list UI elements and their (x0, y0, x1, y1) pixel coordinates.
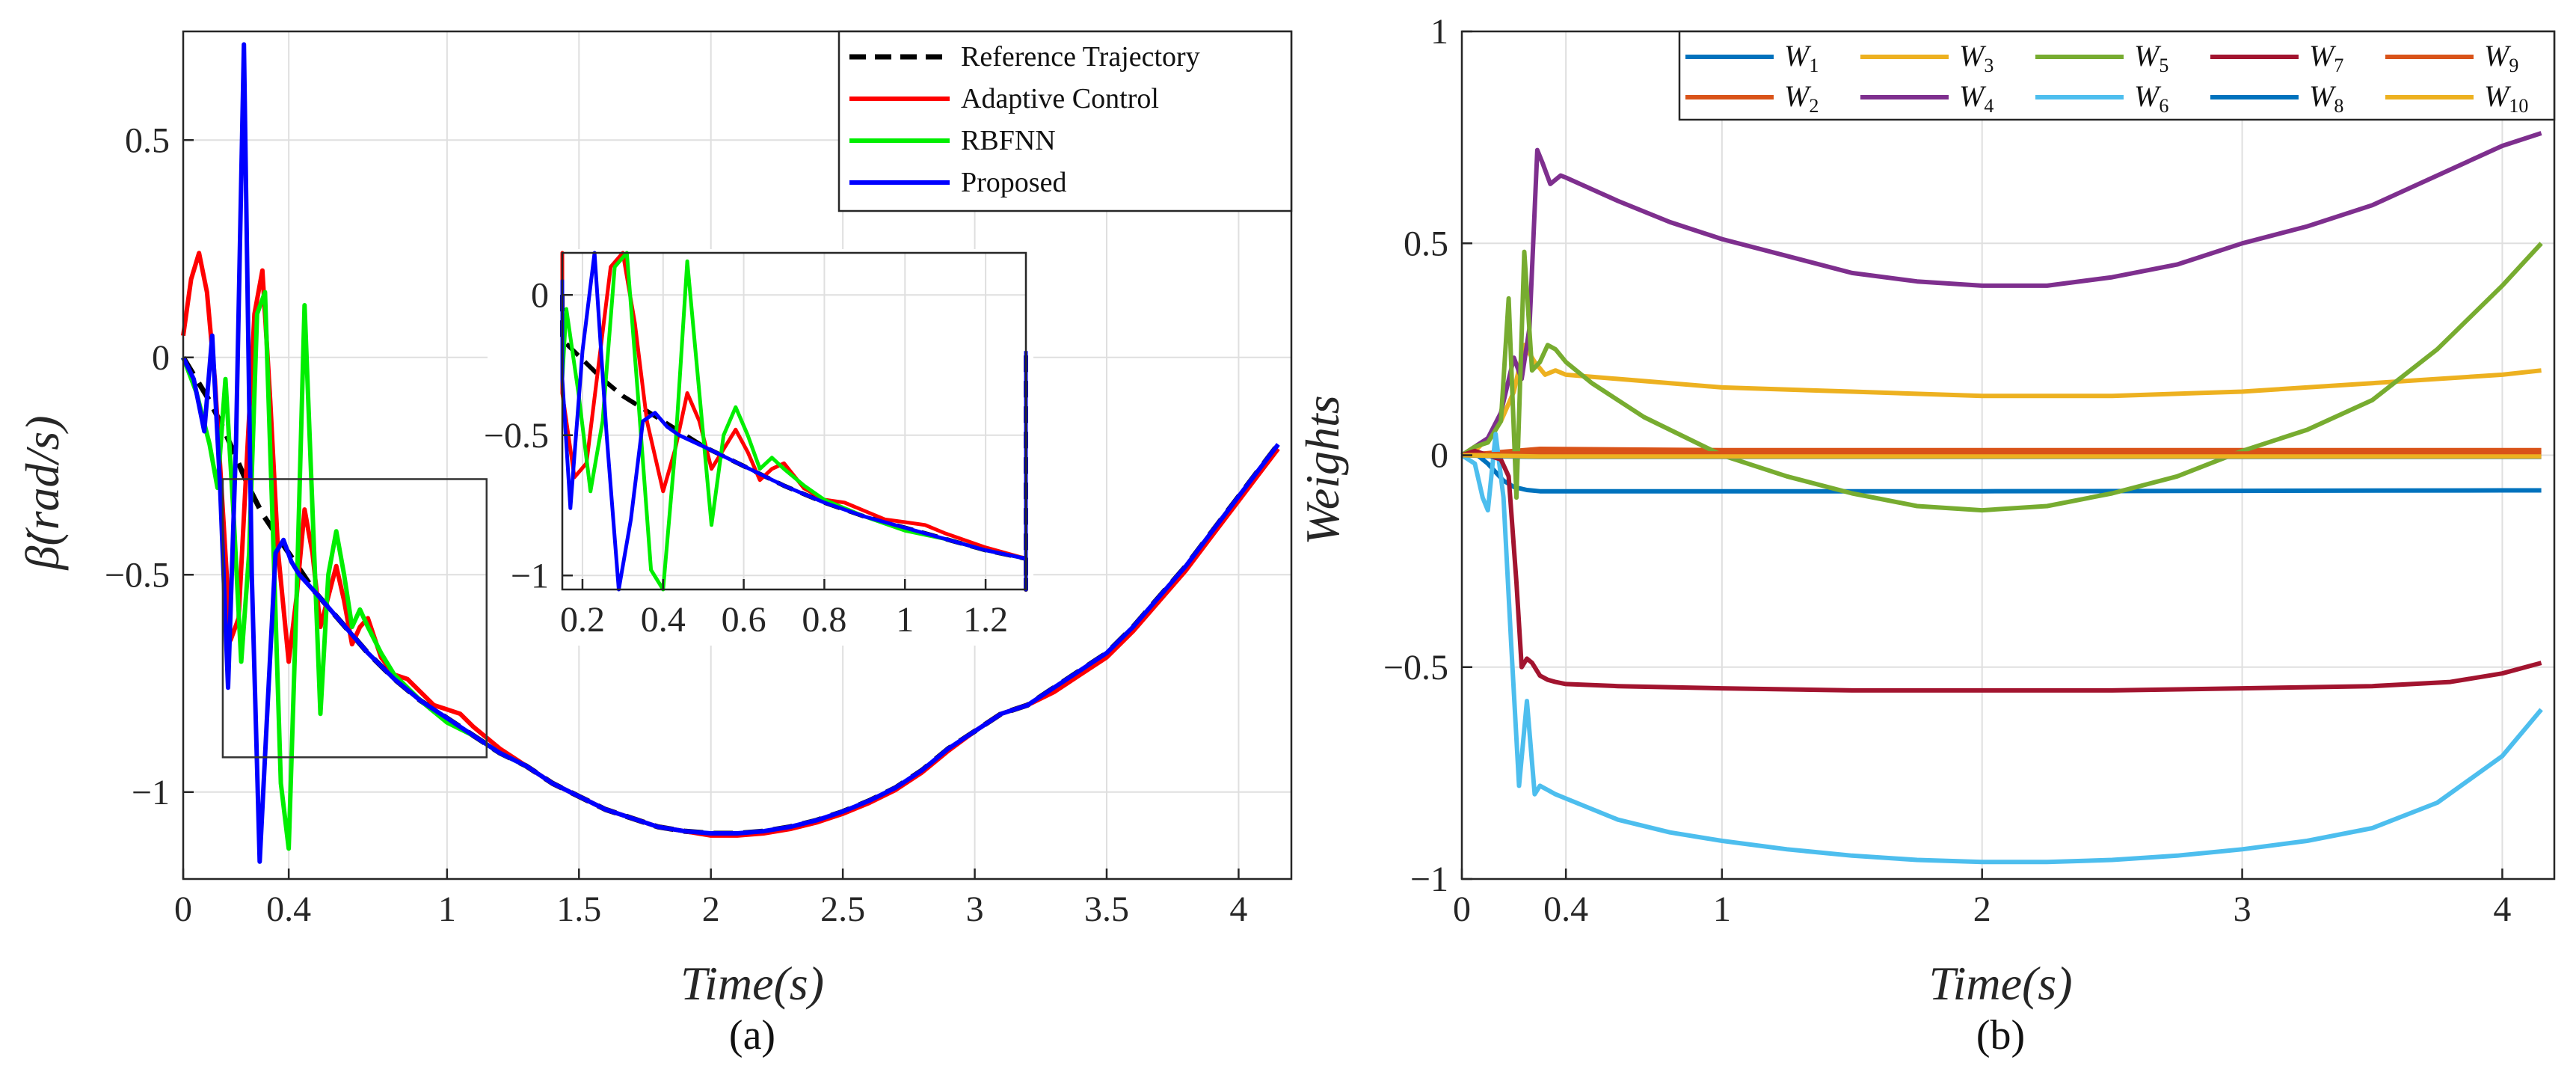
x-tick-label: 0.4 (266, 889, 311, 929)
panel-b-caption: (b) (1976, 1012, 2025, 1059)
x-tick-label: 1 (438, 889, 456, 929)
x-tick-label: 2 (1973, 889, 1991, 929)
panel-a-zoom-region (221, 478, 488, 759)
series-line-proposed (181, 42, 1280, 864)
panel-b-y-ticks: −1 −0.5 0 0.5 1 (1383, 12, 1472, 899)
y-tick-label: −0.5 (105, 555, 170, 595)
series-line-rbfnn (181, 290, 528, 851)
legend-label: W4 (1959, 79, 1994, 117)
panel-a-y-ticks: −1 −0.5 0 0.5 (105, 120, 194, 812)
inset-x-ticks: 0.2 0.4 0.6 0.8 1 1.2 (560, 579, 1008, 640)
y-tick-label: −1 (1410, 860, 1448, 899)
x-tick-label: 4 (2493, 889, 2511, 929)
y-tick-label: 0 (531, 275, 549, 315)
legend-label: Reference Trajectory (961, 41, 1200, 73)
series-line-w1 (1461, 450, 2542, 494)
legend-box (1678, 30, 2556, 121)
series-line-w7 (1461, 448, 2542, 693)
y-tick-label: 0.5 (1404, 224, 1448, 263)
x-tick-label: 1.5 (556, 889, 601, 929)
legend-label: W9 (2484, 39, 2518, 76)
panel-a-y-label: β̇(rad/s) (16, 415, 69, 571)
panel-b-series (1460, 131, 2543, 865)
panel-a-x-label: Time(s) (680, 957, 824, 1010)
panel-b-y-label: Weights (1296, 395, 1349, 545)
panel-a-series (181, 42, 1281, 864)
panel-a-caption: (a) (729, 1012, 775, 1059)
series-line-w4 (1460, 131, 2542, 458)
panel-b-chart: 0 0.4 1 2 3 4 −1 −0.5 0 0.5 1 W1W2W3W4W5W6W7W8W9W… (1296, 12, 2556, 1059)
panel-a-x-ticks: 0 0.4 1 1.5 2 2.5 3 3.5 4 (174, 869, 1247, 929)
x-tick-label: 0.4 (641, 600, 686, 640)
x-tick-label: 1 (1713, 889, 1731, 929)
inset-y-ticks: −1 −0.5 0 (484, 275, 573, 595)
y-tick-label: −0.5 (1383, 648, 1448, 687)
x-tick-label: 0 (174, 889, 192, 929)
panel-a-legend: Reference Trajectory Adaptive Control RBFN… (837, 30, 1293, 212)
x-tick-label: 2.5 (820, 889, 865, 929)
inset-background (488, 249, 1033, 646)
x-tick-label: 3 (966, 889, 984, 929)
panel-a-inset: 0.2 0.4 0.6 0.8 1 1.2 −1 −0.5 0 (484, 249, 1033, 646)
x-tick-label: 2 (702, 889, 720, 929)
y-tick-label: 0 (152, 338, 170, 378)
x-tick-label: 0.8 (802, 600, 846, 640)
legend-label: RBFNN (961, 125, 1056, 156)
y-tick-label: −1 (511, 556, 549, 595)
y-tick-label: 0.5 (125, 120, 170, 160)
x-tick-label: 1 (896, 600, 914, 640)
x-tick-label: 0.4 (1543, 889, 1588, 929)
y-tick-label: −1 (132, 773, 170, 812)
legend-label: W10 (2484, 79, 2528, 117)
x-tick-label: 3 (2234, 889, 2251, 929)
legend-label: Proposed (961, 167, 1066, 198)
panel-b-x-ticks: 0 0.4 1 2 3 4 (1453, 869, 2511, 929)
series-line-w5 (1460, 242, 2543, 513)
panel-a-chart: 0 0.4 1 1.5 2 2.5 3 3.5 4 −1−0.500.5 0.2 0.4 0.6 0.… (16, 30, 1293, 1059)
panel-b-x-label: Time(s) (1929, 957, 2073, 1010)
y-tick-label: 0 (1430, 436, 1448, 476)
x-tick-label: 3.5 (1084, 889, 1129, 929)
series-line-w10 (1461, 453, 2542, 459)
x-tick-label: 4 (1229, 889, 1247, 929)
panel-a-axes-frame (182, 30, 1293, 880)
series-line-w3 (1461, 343, 2542, 458)
x-tick-label: 0.6 (722, 600, 766, 640)
x-tick-label: 0.2 (560, 600, 605, 640)
x-tick-label: 1.2 (963, 600, 1008, 640)
x-tick-label: 0 (1453, 889, 1471, 929)
y-tick-label: 1 (1430, 12, 1448, 52)
series-line-w6 (1460, 432, 2543, 865)
y-tick-label: −0.5 (484, 416, 549, 456)
legend-label: Adaptive Control (961, 83, 1159, 114)
inset-frame (561, 251, 1027, 591)
